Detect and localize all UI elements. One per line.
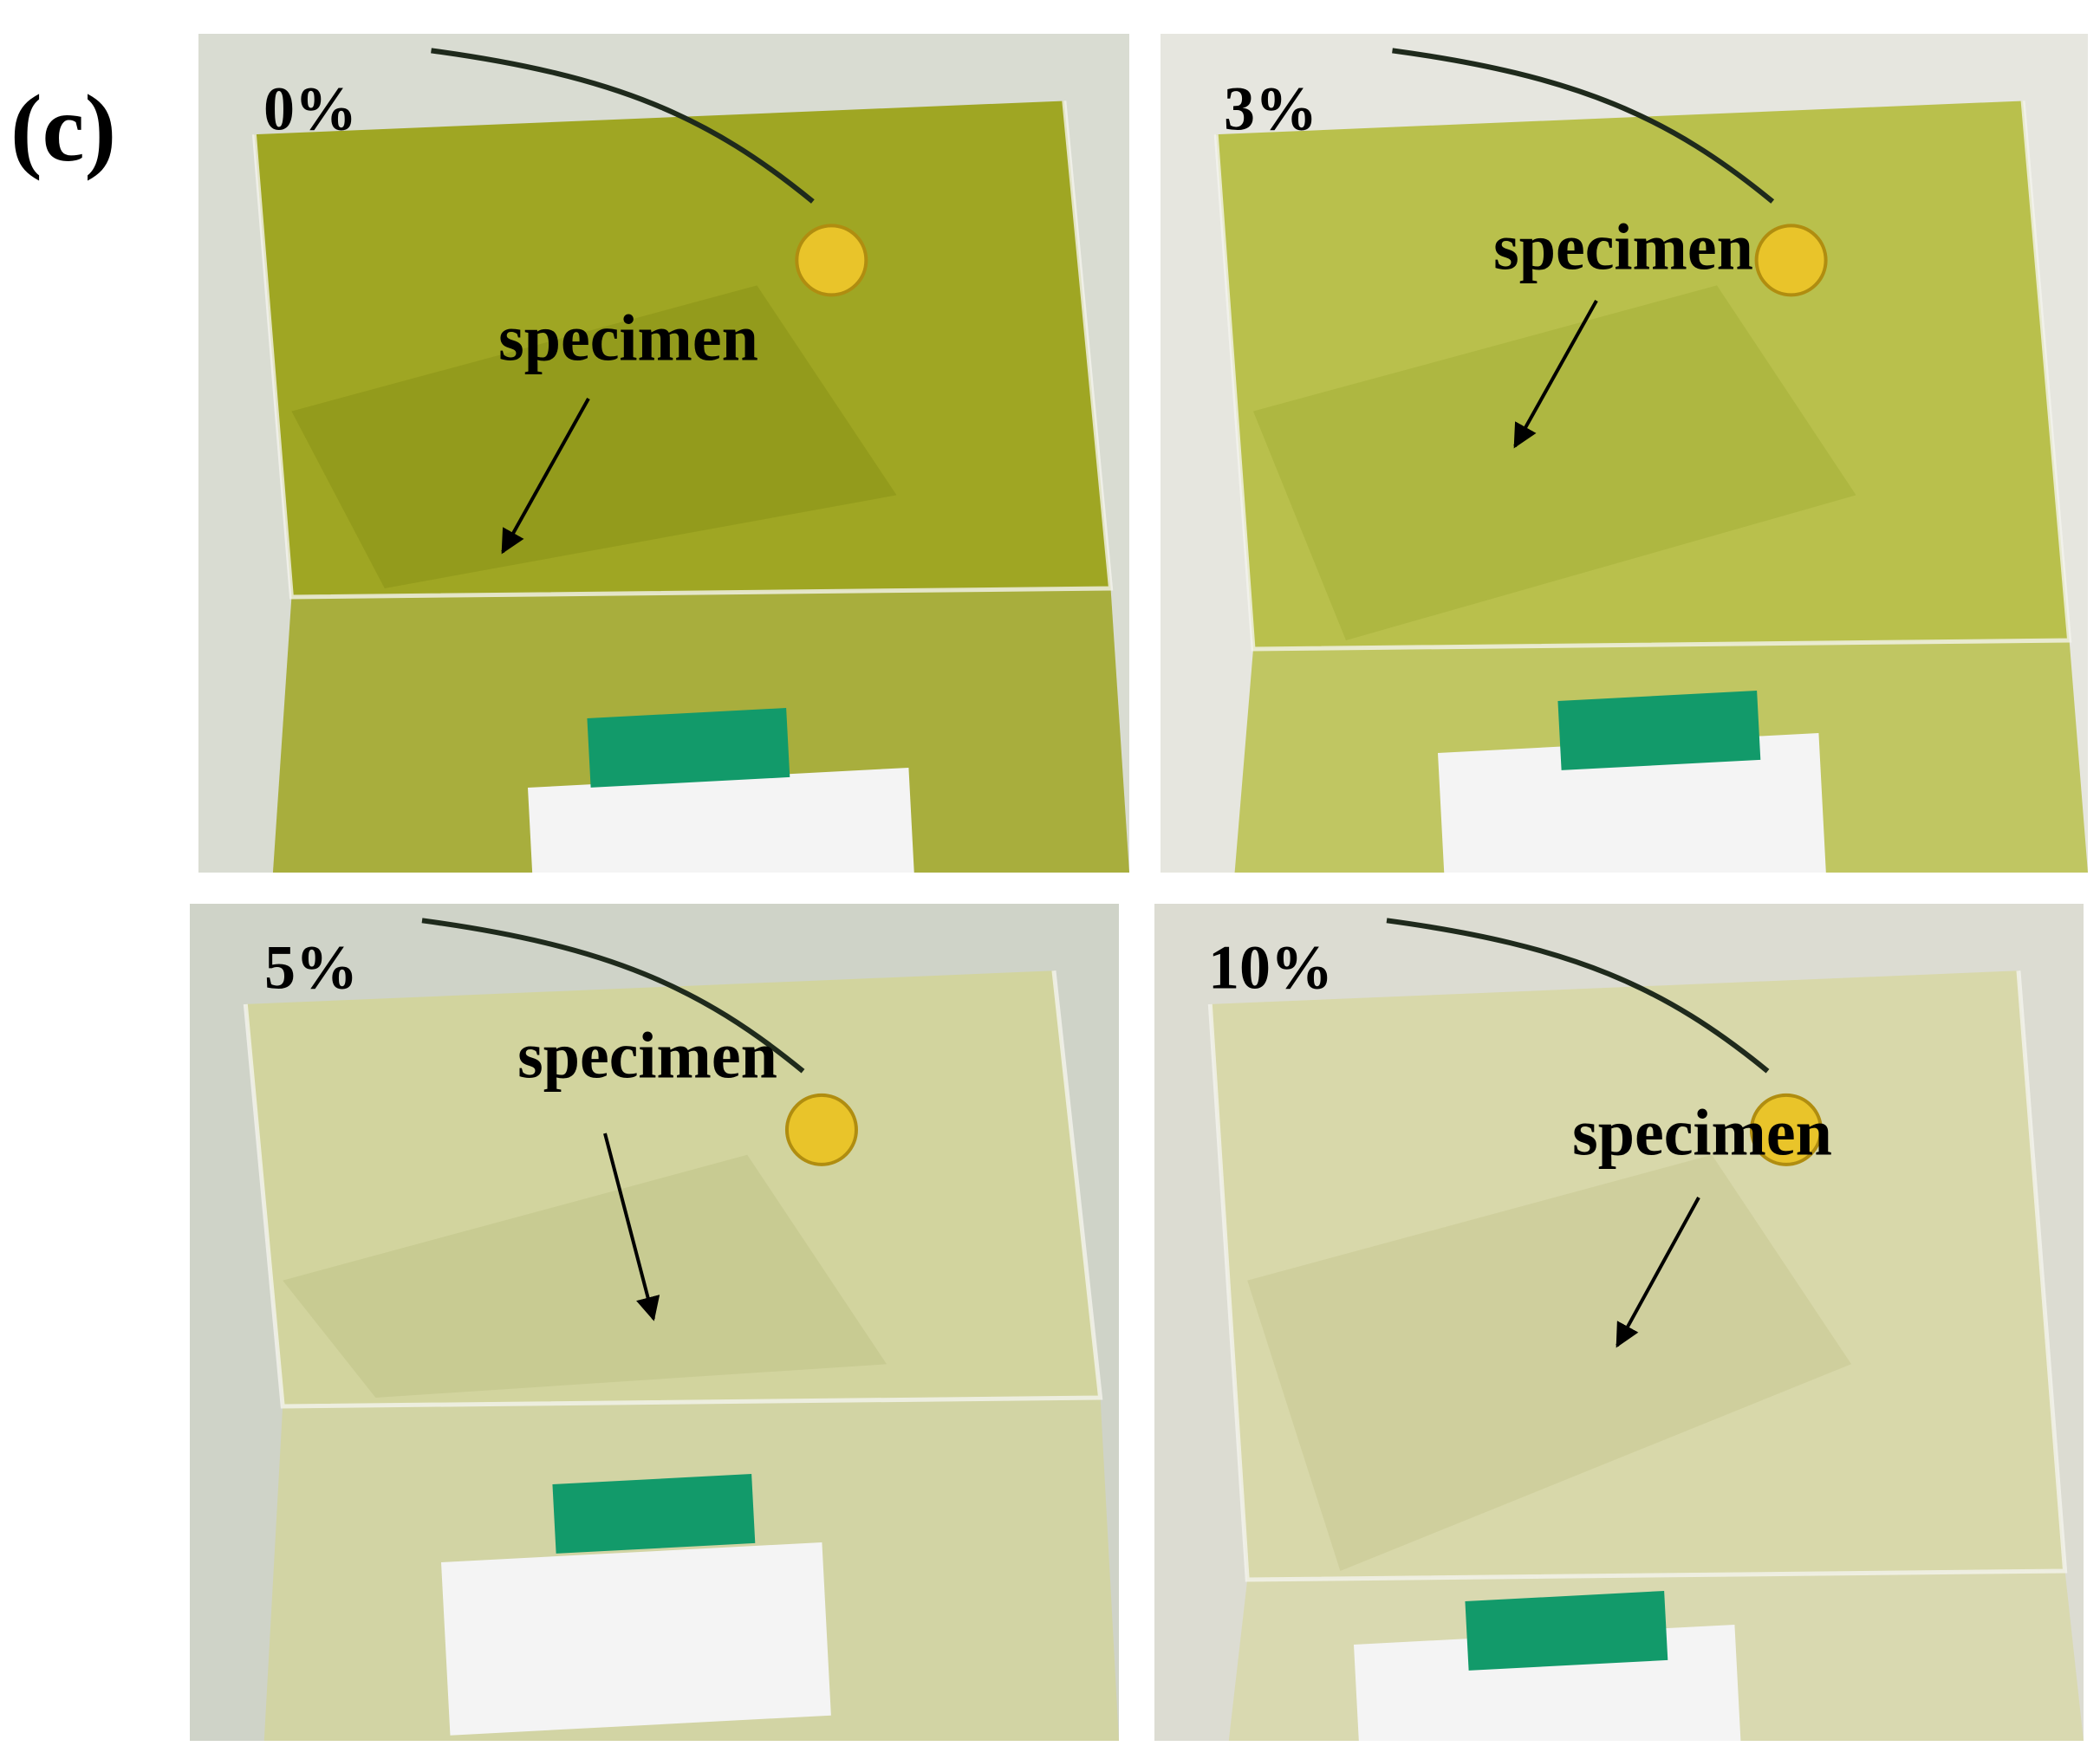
specimen-arrow [1616, 1197, 1700, 1348]
cable [431, 48, 815, 204]
dispenser [1754, 224, 1828, 297]
label-paper [440, 1542, 831, 1736]
photo-panel: 10% specimen [1154, 904, 2084, 1741]
figure-label: (c) [10, 75, 116, 181]
concentration-label: 0% [263, 75, 357, 144]
specimen-arrow [501, 398, 590, 555]
cable [421, 918, 805, 1074]
cable [1392, 48, 1775, 204]
tank-edge [251, 101, 1114, 600]
concentration-label: 10% [1208, 933, 1333, 1003]
specimen-arrow [1513, 300, 1598, 449]
water-shade [291, 285, 897, 588]
photo-content [190, 904, 1119, 1741]
photo-content [1154, 904, 2084, 1741]
water-shade [1247, 1154, 1851, 1571]
concentration-label: 5% [264, 933, 358, 1003]
photo-panel: 0% specimen [198, 34, 1129, 873]
tank-edge [1213, 101, 2072, 652]
photo-panel: 5% specimen [190, 904, 1119, 1741]
label-paper [1438, 732, 1828, 873]
specimen-label: specimen [1572, 1096, 1832, 1169]
specimen-arrow [603, 1133, 660, 1321]
tank-edge [1207, 970, 2068, 1582]
tank-edge [243, 970, 1103, 1409]
photo-content [198, 34, 1129, 873]
green-tape [1557, 691, 1761, 770]
photo-panel: 3% specimen [1161, 34, 2088, 873]
label-paper [528, 767, 918, 873]
specimen-label: specimen [517, 1019, 777, 1092]
green-tape [552, 1474, 756, 1554]
dispenser [1749, 1093, 1823, 1166]
concentration-label: 3% [1224, 75, 1317, 144]
specimen-label: specimen [498, 302, 758, 374]
dispenser [795, 224, 868, 297]
water-shade [1253, 285, 1856, 640]
specimen-label: specimen [1493, 211, 1753, 283]
dispenser [784, 1093, 858, 1166]
cable [1386, 918, 1770, 1074]
green-tape [1465, 1591, 1668, 1671]
label-paper [1354, 1624, 1744, 1741]
water-shade [283, 1154, 887, 1398]
green-tape [587, 708, 790, 788]
photo-content [1161, 34, 2088, 873]
